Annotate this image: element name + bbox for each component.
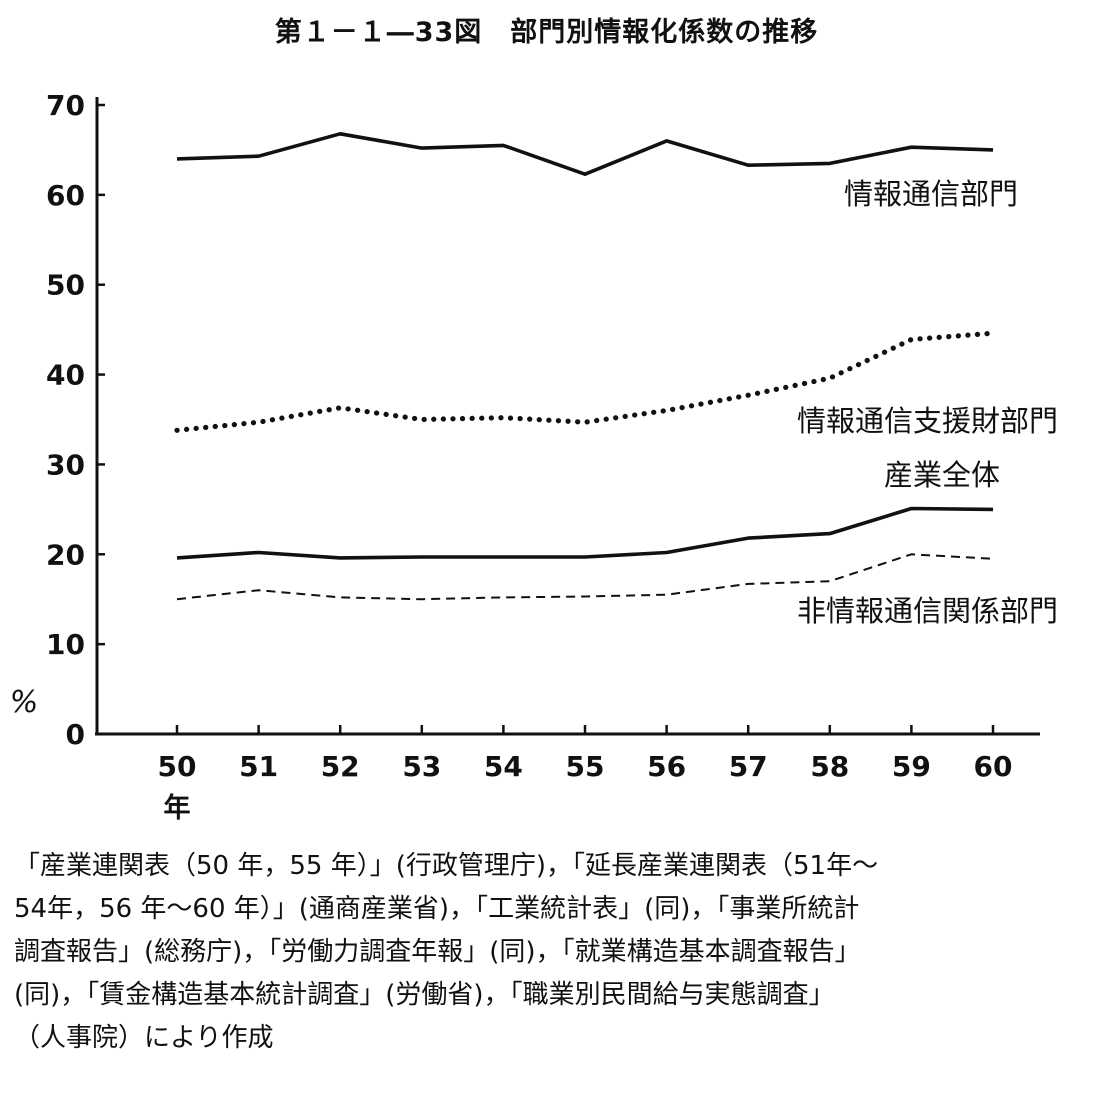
y-tick-label: 40 [46,359,85,392]
x-tick-label: 59 [892,750,931,783]
x-tick-label: 53 [402,750,441,783]
x-tick-label: 55 [566,750,605,783]
y-axis-unit-label: % [10,685,39,720]
source-line: (同)，「賃金構造基本統計調査」(労働省)，「職業別民間給与実態調査」 [14,980,835,1010]
x-tick-label: 52 [321,750,360,783]
source-note: 「産業連関表（50 年，55 年）」(行政管理庁)，「延長産業連関表（51年～ … [14,845,1079,1060]
source-line: 「産業連関表（50 年，55 年）」(行政管理庁)，「延長産業連関表（51年～ [14,851,879,881]
chart-title: 第１－１―33図 部門別情報化係数の推移 [274,17,819,48]
x-tick-label: 60 [974,750,1013,783]
series-label-ict-sector: 情報通信部門 [844,177,1018,211]
series-line-ict-sector [176,132,994,176]
x-tick-label: 50 [158,750,197,783]
y-tick-label: 70 [46,89,85,122]
y-tick-label: 10 [46,628,85,661]
series-line-ict-support-goods [174,330,996,433]
x-tick-label: 51 [239,750,278,783]
series-label-all-industries: 産業全体 [884,458,1000,492]
x-tick-label: 58 [810,750,849,783]
y-tick-label: 20 [46,538,85,571]
source-line: 54年，56 年～60 年）」(通商産業省)，「工業統計表」(同)，「事業所統計 [14,894,860,924]
y-tick-label: 60 [46,179,85,212]
y-tick-label: 50 [46,269,85,302]
series-line-non-ict-sector [176,553,994,601]
source-line: （人事院）により作成 [14,1023,274,1053]
series-layer [174,132,996,601]
chart-axes: 0 10 20 30 40 50 60 70% 50 51 52 53 54 55 56 57 58 59 60 年 [10,89,1040,824]
y-tick-label: 30 [46,448,85,481]
series-label-ict-support-goods: 情報通信支援財部門 [797,404,1058,438]
series-line-all-industries [176,506,994,560]
source-line: 調査報告」(総務庁)，「労働力調査年報」(同)，「就業構造基本調査報告」 [14,937,861,967]
series-label-non-ict-sector: 非情報通信関係部門 [797,594,1058,628]
x-tick-label: 57 [729,750,768,783]
x-tick-label: 56 [647,750,686,783]
y-tick-label: 0 [66,718,85,751]
x-tick-label: 54 [484,750,523,783]
x-axis-unit-label: 年 [164,792,191,824]
